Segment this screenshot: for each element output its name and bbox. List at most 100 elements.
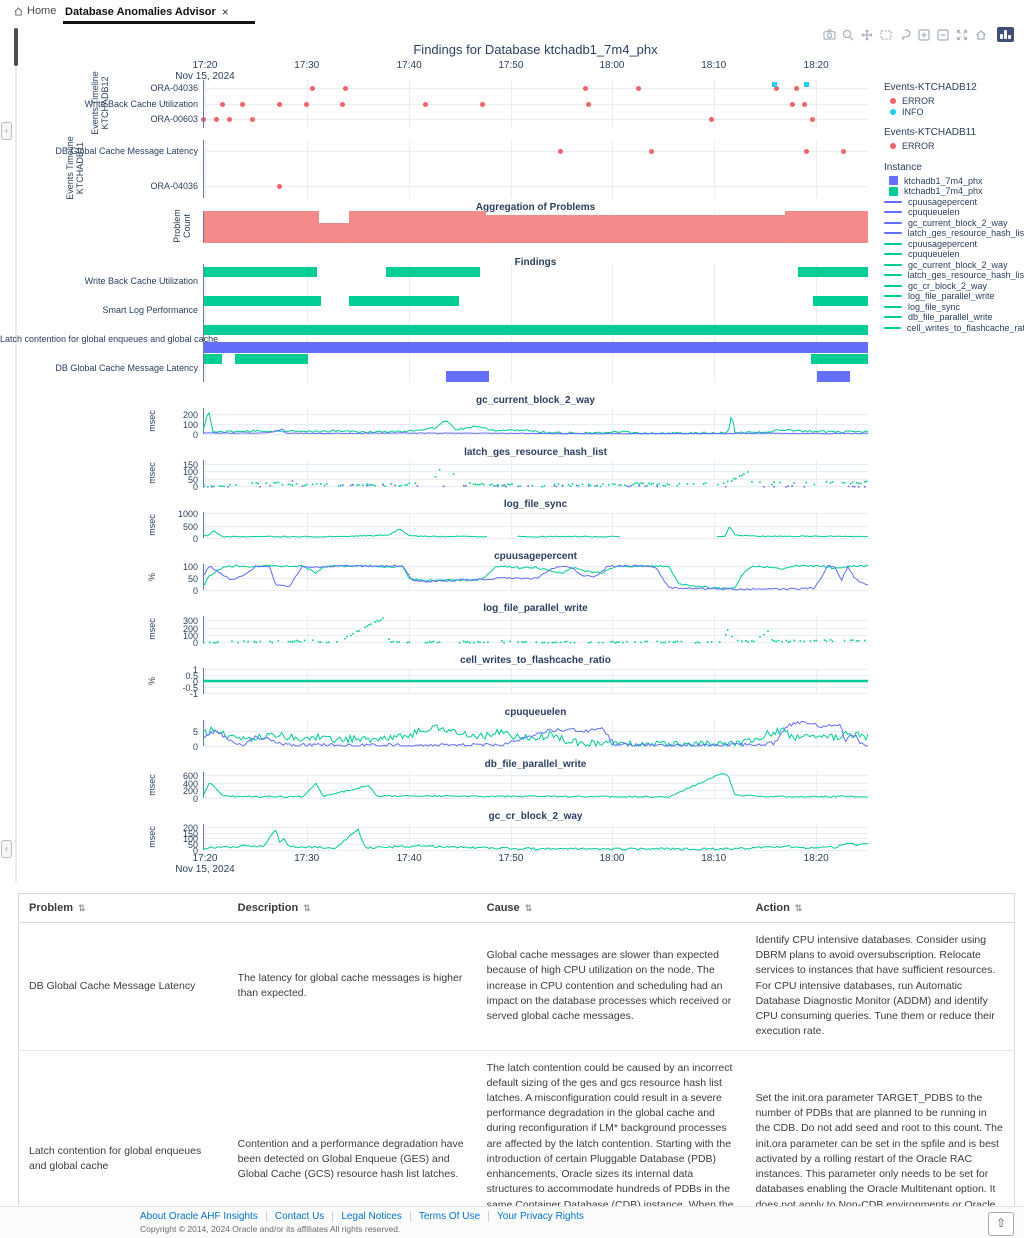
error-event-marker[interactable] <box>479 101 485 107</box>
panel-collapse-handle-top[interactable]: ‹ <box>1 122 12 140</box>
error-event-marker[interactable] <box>773 85 779 91</box>
legend-item-log_file_sync[interactable]: log_file_sync <box>884 302 1024 313</box>
panel-collapse-handle-bottom[interactable]: ‹ <box>1 840 12 858</box>
error-event-marker[interactable] <box>213 116 219 122</box>
error-event-marker[interactable] <box>709 116 715 122</box>
cpuusagepercent-plot[interactable] <box>202 564 869 591</box>
column-header-description[interactable]: Description ⇅ <box>227 893 477 923</box>
sort-icon[interactable]: ⇅ <box>524 903 533 913</box>
tab-database-anomalies-advisor[interactable]: Database Anomalies Advisor × <box>65 5 229 19</box>
sort-icon[interactable]: ⇅ <box>794 903 803 913</box>
legend-item-cpuqueuelen[interactable]: cpuqueuelen <box>884 249 1024 260</box>
download-plot-icon[interactable] <box>821 27 837 42</box>
pan-icon[interactable] <box>859 27 875 42</box>
error-event-marker[interactable] <box>790 101 796 107</box>
log_file_sync-plot[interactable] <box>202 512 869 538</box>
lasso-select-icon[interactable] <box>897 27 913 42</box>
error-event-marker[interactable] <box>343 85 349 91</box>
error-event-marker[interactable] <box>557 148 563 154</box>
tab-close-icon[interactable]: × <box>221 5 229 19</box>
problem-count-bar[interactable] <box>319 223 350 243</box>
error-event-marker[interactable] <box>340 101 346 107</box>
error-event-marker[interactable] <box>310 85 316 91</box>
legend-item-gc_current_block_2_way[interactable]: gc_current_block_2_way <box>884 218 1024 229</box>
zoom-in-icon[interactable] <box>916 27 932 42</box>
autoscale-icon[interactable] <box>954 27 970 42</box>
zoom-icon[interactable] <box>840 27 856 42</box>
gc_cr_block_2_way-plot[interactable] <box>202 824 869 851</box>
gc_current_block_2_way-plot[interactable] <box>202 408 869 435</box>
error-event-marker[interactable] <box>803 148 809 154</box>
cell_writes_to_flashcache_ratio-plot[interactable] <box>203 668 868 694</box>
error-event-marker[interactable] <box>586 101 592 107</box>
legend-item-cpuusagepercent[interactable]: cpuusagepercent <box>884 239 1024 250</box>
info-event-marker[interactable] <box>803 82 809 87</box>
legend-item-latch_ges_resource_hash_list[interactable]: latch_ges_resource_hash_list <box>884 270 1024 281</box>
legend-item-gc_current_block_2_way[interactable]: gc_current_block_2_way <box>884 260 1024 271</box>
db_file_parallel_write-plot[interactable] <box>202 772 869 799</box>
problem-count-bar[interactable] <box>485 214 785 243</box>
finding-bar-green[interactable] <box>385 267 481 277</box>
error-event-marker[interactable] <box>840 148 846 154</box>
plotly-logo-icon[interactable] <box>997 27 1014 42</box>
error-event-marker[interactable] <box>276 101 282 107</box>
legend-item-ktchadb1_7m4_phx[interactable]: ktchadb1_7m4_phx <box>884 186 1024 197</box>
finding-bar-green[interactable] <box>798 267 868 277</box>
scroll-to-top-button[interactable]: ⇧ <box>988 1212 1014 1236</box>
error-event-marker[interactable] <box>636 85 642 91</box>
finding-bar-purple[interactable] <box>816 371 851 382</box>
legend-item-gc_cr_block_2_way[interactable]: gc_cr_block_2_way <box>884 281 1024 292</box>
finding-bar-green[interactable] <box>812 296 868 306</box>
finding-bar-green[interactable] <box>203 296 322 306</box>
error-event-marker[interactable] <box>240 101 246 107</box>
info-event-marker[interactable] <box>772 82 778 87</box>
legend-item-ktchadb1_7m4_phx[interactable]: ktchadb1_7m4_phx <box>884 176 1024 187</box>
finding-bar-purple[interactable] <box>203 342 868 353</box>
column-header-cause[interactable]: Cause ⇅ <box>476 893 746 923</box>
error-event-marker[interactable] <box>582 85 588 91</box>
latch_ges_resource_hash_list-plot[interactable] <box>203 460 868 488</box>
legend-item-db_file_parallel_write[interactable]: db_file_parallel_write <box>884 312 1024 323</box>
legend-item-INFO[interactable]: INFO <box>884 107 1024 118</box>
finding-bar-green[interactable] <box>234 354 309 364</box>
legend-item-latch_ges_resource_hash_list[interactable]: latch_ges_resource_hash_list <box>884 228 1024 239</box>
error-event-marker[interactable] <box>802 101 808 107</box>
sort-icon[interactable]: ⇅ <box>303 903 311 913</box>
legend-item-cell_writes_to_flashcache_ratio[interactable]: cell_writes_to_flashcache_ratio <box>884 323 1024 334</box>
error-event-marker[interactable] <box>649 148 655 154</box>
log_file_parallel_write-plot[interactable] <box>203 616 868 644</box>
error-event-marker[interactable] <box>220 101 226 107</box>
box-select-icon[interactable] <box>878 27 894 42</box>
legend-item-ERROR[interactable]: ERROR <box>884 141 1024 152</box>
footer-link-legal[interactable]: Legal Notices <box>332 1211 410 1222</box>
problem-count-bar[interactable] <box>784 211 868 243</box>
legend-item-cpuusagepercent[interactable]: cpuusagepercent <box>884 197 1024 208</box>
error-event-marker[interactable] <box>276 183 282 189</box>
finding-bar-green[interactable] <box>203 354 222 364</box>
error-event-marker[interactable] <box>227 116 233 122</box>
vertical-scrollbar-thumb[interactable] <box>14 28 18 66</box>
finding-bar-green[interactable] <box>203 325 868 335</box>
error-event-marker[interactable] <box>423 101 429 107</box>
error-event-marker[interactable] <box>793 85 799 91</box>
tab-home[interactable]: Home <box>14 5 56 17</box>
footer-link-privacy[interactable]: Your Privacy Rights <box>488 1211 592 1222</box>
legend-item-cpuqueuelen[interactable]: cpuqueuelen <box>884 207 1024 218</box>
footer-link-terms[interactable]: Terms Of Use <box>409 1211 489 1222</box>
finding-bar-green[interactable] <box>810 354 868 364</box>
error-event-marker[interactable] <box>250 116 256 122</box>
reset-axes-icon[interactable] <box>973 27 989 42</box>
finding-bar-green[interactable] <box>349 296 460 306</box>
legend-item-ERROR[interactable]: ERROR <box>884 96 1024 107</box>
error-event-marker[interactable] <box>810 116 816 122</box>
column-header-action[interactable]: Action ⇅ <box>745 893 1015 923</box>
legend-item-log_file_parallel_write[interactable]: log_file_parallel_write <box>884 291 1024 302</box>
problem-count-bar[interactable] <box>349 211 486 243</box>
finding-bar-green[interactable] <box>203 267 317 277</box>
problem-count-bar[interactable] <box>203 211 320 243</box>
footer-link-contact[interactable]: Contact Us <box>265 1211 333 1222</box>
footer-link-about[interactable]: About Oracle AHF Insights <box>140 1211 258 1222</box>
error-event-marker[interactable] <box>303 101 309 107</box>
zoom-out-icon[interactable] <box>935 27 951 42</box>
cpuqueuelen-plot[interactable] <box>202 720 869 748</box>
